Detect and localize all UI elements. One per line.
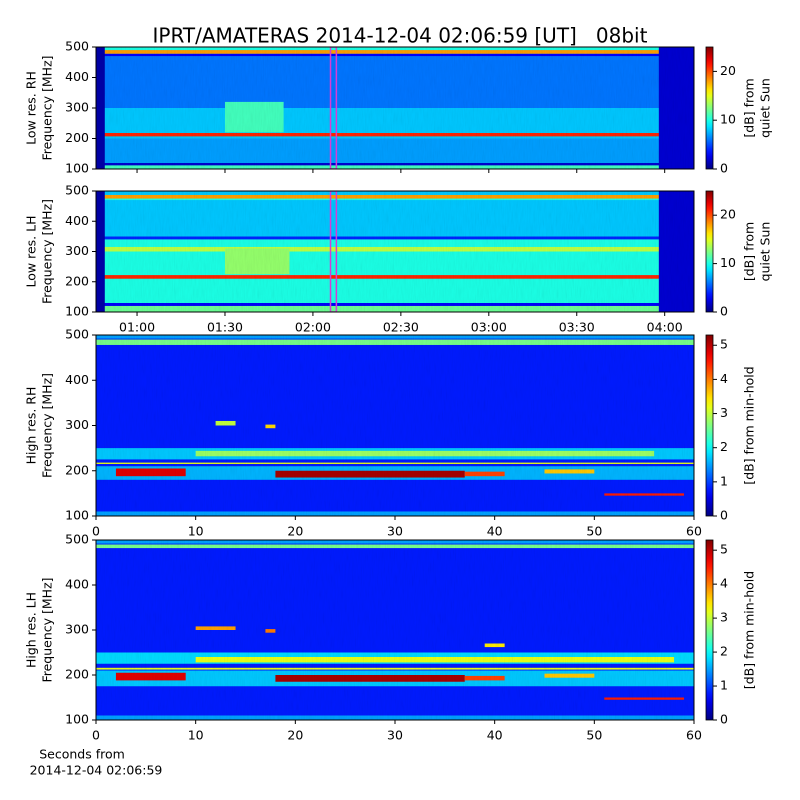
colorbar	[705, 539, 714, 721]
y-axis-label: Low res. RH	[24, 71, 39, 145]
y-axis-label: High res. RH	[24, 387, 39, 465]
x-tick-label: 01:00	[119, 320, 155, 335]
x-tick-label: 50	[586, 728, 602, 743]
x-axis-note: Seconds from	[39, 747, 125, 762]
colorbar	[705, 334, 714, 517]
colorbar-tick-label: 5	[720, 542, 728, 557]
y-axis-label: Frequency [MHz]	[40, 55, 55, 160]
colorbar-tick-label: 0	[720, 712, 728, 727]
colorbar-tick-label: 2	[720, 644, 728, 659]
x-tick-label: 30	[387, 524, 403, 539]
y-tick-label: 100	[65, 161, 89, 176]
colorbar-tick-label: 4	[720, 576, 728, 591]
colorbar-tick-label: 1	[720, 678, 728, 693]
colorbar-tick-label: 10	[720, 255, 736, 270]
y-tick-label: 100	[65, 712, 89, 727]
y-axis-label: Frequency [MHz]	[40, 577, 55, 682]
colorbar-tick-label: 3	[720, 405, 728, 420]
x-tick-label: 03:00	[471, 320, 507, 335]
colorbar-label: quiet Sun	[758, 222, 773, 282]
noise	[96, 335, 694, 516]
x-tick-label: 01:30	[207, 320, 243, 335]
x-tick-label: 0	[92, 728, 100, 743]
x-tick-label: 02:00	[295, 320, 331, 335]
y-tick-label: 300	[65, 622, 89, 637]
colorbar-label: quiet Sun	[758, 78, 773, 138]
y-tick-label: 100	[65, 304, 89, 319]
x-tick-label: 40	[487, 524, 503, 539]
colorbar-tick-label: 0	[720, 508, 728, 523]
colorbar	[705, 46, 714, 170]
y-axis-label: High res. LH	[24, 592, 39, 668]
y-tick-label: 100	[65, 508, 89, 523]
x-tick-label: 02:30	[383, 320, 419, 335]
heatmap	[96, 335, 694, 516]
noise	[96, 47, 694, 169]
x-tick-label: 60	[686, 728, 702, 743]
y-tick-label: 400	[65, 577, 89, 592]
colorbar-tick-label: 1	[720, 473, 728, 488]
y-tick-label: 400	[65, 69, 89, 84]
time-marker	[329, 191, 338, 312]
x-tick-label: 60	[686, 524, 702, 539]
x-tick-label: 10	[188, 728, 204, 743]
colorbar-tick-label: 0	[720, 161, 728, 176]
figure-title: IPRT/AMATERAS 2014-12-04 02:06:59 [UT] 0…	[153, 24, 648, 48]
colorbar-tick-label: 20	[720, 207, 736, 222]
y-tick-label: 500	[65, 532, 89, 547]
x-tick-label: 0	[92, 524, 100, 539]
x-tick-label: 40	[487, 728, 503, 743]
x-tick-label: 04:00	[647, 320, 683, 335]
heatmap	[96, 191, 694, 312]
y-tick-label: 500	[65, 183, 89, 198]
y-tick-label: 500	[65, 39, 89, 54]
x-tick-label: 20	[287, 728, 303, 743]
colorbar-tick-label: 0	[720, 304, 728, 319]
colorbar-tick-label: 3	[720, 610, 728, 625]
y-tick-label: 500	[65, 327, 89, 342]
time-marker	[329, 47, 338, 169]
colorbar-label: [dB] from	[742, 78, 757, 137]
y-tick-label: 300	[65, 417, 89, 432]
x-tick-label: 20	[287, 524, 303, 539]
colorbar	[705, 190, 714, 313]
y-tick-label: 200	[65, 667, 89, 682]
y-tick-label: 300	[65, 243, 89, 258]
y-tick-label: 400	[65, 372, 89, 387]
heatmap	[96, 47, 694, 169]
heatmap	[96, 540, 694, 720]
colorbar-label: [dB] from min-hold	[742, 571, 757, 689]
y-tick-label: 200	[65, 273, 89, 288]
y-tick-label: 200	[65, 462, 89, 477]
colorbar-tick-label: 20	[720, 63, 736, 78]
colorbar-tick-label: 5	[720, 337, 728, 352]
colorbar-label: [dB] from	[742, 222, 757, 281]
y-axis-label: Frequency [MHz]	[40, 199, 55, 304]
y-axis-label: Low res. LH	[24, 216, 39, 288]
x-tick-label: 03:30	[559, 320, 595, 335]
noise	[96, 540, 694, 720]
x-axis-note: 2014-12-04 02:06:59	[30, 763, 163, 778]
x-tick-label: 10	[188, 524, 204, 539]
y-tick-label: 400	[65, 213, 89, 228]
y-tick-label: 300	[65, 100, 89, 115]
x-tick-label: 30	[387, 728, 403, 743]
colorbar-tick-label: 2	[720, 439, 728, 454]
colorbar-tick-label: 4	[720, 371, 728, 386]
colorbar-tick-label: 10	[720, 112, 736, 127]
y-axis-label: Frequency [MHz]	[40, 373, 55, 478]
y-tick-label: 200	[65, 130, 89, 145]
colorbar-label: [dB] from min-hold	[742, 366, 757, 484]
noise	[96, 191, 694, 312]
x-tick-label: 50	[586, 524, 602, 539]
